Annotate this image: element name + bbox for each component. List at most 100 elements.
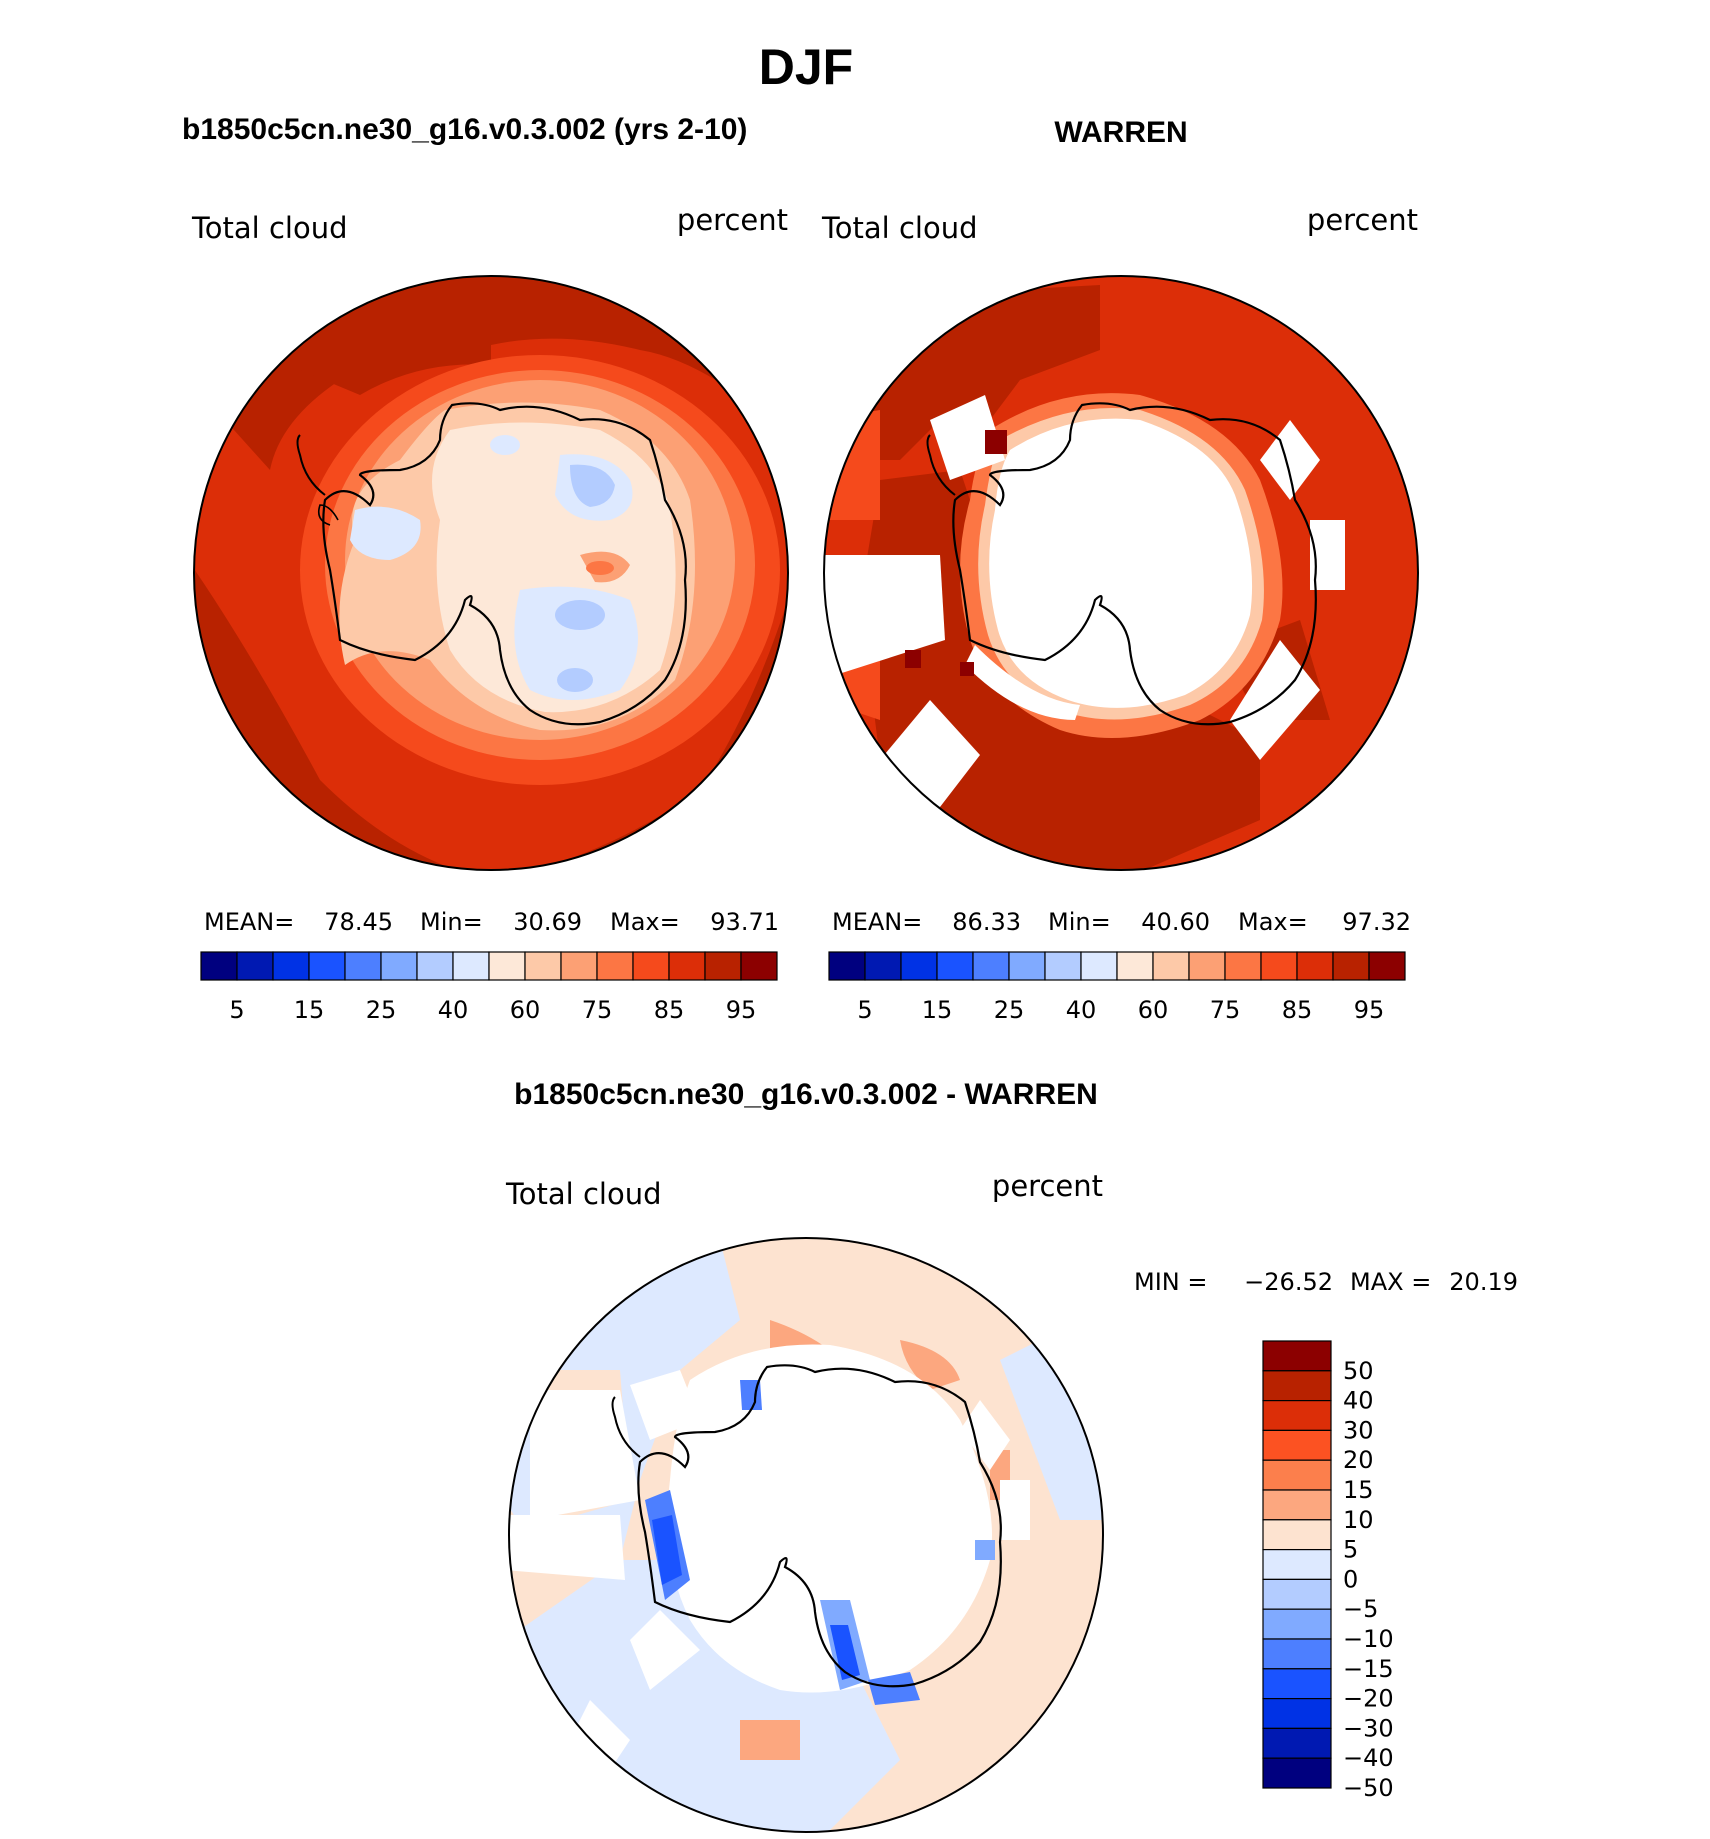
left-colorbar-tick-label: 85 xyxy=(654,996,685,1024)
diff-colorbar-tick-label: 10 xyxy=(1343,1506,1374,1534)
right-max-label: Max= xyxy=(1238,908,1308,936)
diff-colorbar-swatch-10 xyxy=(1262,1638,1332,1670)
diff-colorbar-tick-label: −15 xyxy=(1343,1655,1394,1683)
left-colorbar-swatch-12 xyxy=(632,951,670,981)
left-colorbar-swatch-2 xyxy=(272,951,310,981)
right-colorbar-swatch-14 xyxy=(1332,951,1370,981)
left-colorbar-swatch-5 xyxy=(380,951,418,981)
left-max-value: 93.71 xyxy=(710,908,779,936)
right-colorbar-swatch-10 xyxy=(1188,951,1226,981)
diff-colorbar-swatch-4 xyxy=(1262,1459,1332,1491)
diff-colorbar-tick-label: 5 xyxy=(1343,1536,1358,1564)
left-min-label: Min= xyxy=(420,908,483,936)
diff-colorbar-tick-label: −50 xyxy=(1343,1774,1394,1802)
left-colorbar-swatch-4 xyxy=(344,951,382,981)
left-max-label: Max= xyxy=(610,908,680,936)
diff-colorbar-swatch-2 xyxy=(1262,1399,1332,1431)
diff-colorbar-tick-label: 15 xyxy=(1343,1476,1374,1504)
diff-colorbar-swatch-14 xyxy=(1262,1757,1332,1789)
right-mean-value: 86.33 xyxy=(952,908,1021,936)
right-colorbar-tick-label: 40 xyxy=(1066,996,1097,1024)
left-min-value: 30.69 xyxy=(513,908,582,936)
diff-colorbar-tick-label: 20 xyxy=(1343,1446,1374,1474)
diff-colorbar-swatch-12 xyxy=(1262,1697,1332,1729)
diff-colorbar-swatch-8 xyxy=(1262,1578,1332,1610)
right-colorbar-tick-label: 60 xyxy=(1138,996,1169,1024)
left-colorbar-tick-label: 5 xyxy=(229,996,244,1024)
left-colorbar-swatch-7 xyxy=(452,951,490,981)
left-colorbar-swatch-8 xyxy=(488,951,526,981)
colorbar-left: 5 15 25 40 60 75 85 95 xyxy=(200,951,778,1024)
diff-colorbar-swatch-13 xyxy=(1262,1727,1332,1759)
right-colorbar-swatch-4 xyxy=(972,951,1010,981)
right-colorbar-tick-label: 75 xyxy=(1210,996,1241,1024)
right-colorbar-swatch-12 xyxy=(1260,951,1298,981)
left-colorbar-swatch-10 xyxy=(560,951,598,981)
right-colorbar-swatch-3 xyxy=(936,951,974,981)
map-left xyxy=(193,275,789,871)
left-colorbar-swatch-9 xyxy=(524,951,562,981)
left-colorbar-swatch-3 xyxy=(308,951,346,981)
difference-heading: b1850c5cn.ne30_g16.v0.3.002 - WARREN xyxy=(514,1078,1098,1111)
panel-right-units-label: percent xyxy=(1307,203,1418,237)
right-colorbar-swatch-11 xyxy=(1224,951,1262,981)
left-colorbar-swatch-15 xyxy=(740,951,778,981)
left-colorbar-tick-label: 75 xyxy=(582,996,613,1024)
panel-left-heading: b1850c5cn.ne30_g16.v0.3.002 (yrs 2-10) xyxy=(182,113,747,146)
panel-left-variable-label: Total cloud xyxy=(191,211,347,245)
left-colorbar-swatch-1 xyxy=(236,951,274,981)
panel-left-units-label: percent xyxy=(677,203,788,237)
left-colorbar-tick-label: 60 xyxy=(510,996,541,1024)
right-min-value: 40.60 xyxy=(1141,908,1210,936)
diff-colorbar-tick-label: −5 xyxy=(1343,1595,1378,1623)
diff-colorbar-tick-label: −20 xyxy=(1343,1685,1394,1713)
right-colorbar-swatch-15 xyxy=(1368,951,1406,981)
right-mean-label: MEAN= xyxy=(832,908,922,936)
diff-colorbar-swatch-0 xyxy=(1262,1340,1332,1372)
colorbar-right: 5 15 25 40 60 75 85 95 xyxy=(828,951,1406,1024)
diff-min-label: MIN = xyxy=(1134,1268,1207,1296)
diff-colorbar-tick-label: 50 xyxy=(1343,1357,1374,1385)
left-colorbar-tick-label: 15 xyxy=(294,996,325,1024)
diff-colorbar-swatch-3 xyxy=(1262,1429,1332,1461)
panel-right-stats: MEAN= 86.33 Min= 40.60 Max= 97.32 xyxy=(832,908,1411,936)
difference-variable-label: Total cloud xyxy=(505,1177,661,1211)
diff-colorbar-swatch-9 xyxy=(1262,1608,1332,1640)
diff-colorbar-tick-label: −30 xyxy=(1343,1714,1394,1742)
diff-colorbar-swatch-11 xyxy=(1262,1668,1332,1700)
right-colorbar-swatch-1 xyxy=(864,951,902,981)
diff-colorbar-tick-label: −40 xyxy=(1343,1744,1394,1772)
diff-colorbar-tick-label: −10 xyxy=(1343,1625,1394,1653)
left-mean-value: 78.45 xyxy=(324,908,393,936)
diff-colorbar-swatch-1 xyxy=(1262,1370,1332,1402)
diff-colorbar-swatch-5 xyxy=(1262,1489,1332,1521)
panel-right-variable-label: Total cloud xyxy=(821,211,977,245)
diff-colorbar-tick-label: 30 xyxy=(1343,1416,1374,1444)
right-colorbar-tick-label: 25 xyxy=(994,996,1025,1024)
left-mean-label: MEAN= xyxy=(204,908,294,936)
right-colorbar-swatch-0 xyxy=(828,951,866,981)
diff-colorbar-tick-label: 40 xyxy=(1343,1387,1374,1415)
left-colorbar-tick-label: 25 xyxy=(366,996,397,1024)
right-colorbar-swatch-7 xyxy=(1080,951,1118,981)
panel-right-heading: WARREN xyxy=(1054,116,1187,149)
left-colorbar-swatch-0 xyxy=(200,951,238,981)
left-colorbar-tick-label: 40 xyxy=(438,996,469,1024)
left-colorbar-tick-label: 95 xyxy=(726,996,757,1024)
right-colorbar-swatch-13 xyxy=(1296,951,1334,981)
panel-left-stats: MEAN= 78.45 Min= 30.69 Max= 93.71 xyxy=(204,908,779,936)
left-colorbar-swatch-14 xyxy=(704,951,742,981)
right-max-value: 97.32 xyxy=(1342,908,1411,936)
right-colorbar-swatch-8 xyxy=(1116,951,1154,981)
right-colorbar-tick-label: 5 xyxy=(857,996,872,1024)
left-colorbar-swatch-11 xyxy=(596,951,634,981)
diff-colorbar-tick-label: 0 xyxy=(1343,1565,1358,1593)
left-colorbar-swatch-13 xyxy=(668,951,706,981)
right-colorbar-tick-label: 95 xyxy=(1354,996,1385,1024)
diff-colorbar-swatch-6 xyxy=(1262,1519,1332,1551)
right-colorbar-tick-label: 15 xyxy=(922,996,953,1024)
right-colorbar-swatch-9 xyxy=(1152,951,1190,981)
left-colorbar-swatch-6 xyxy=(416,951,454,981)
